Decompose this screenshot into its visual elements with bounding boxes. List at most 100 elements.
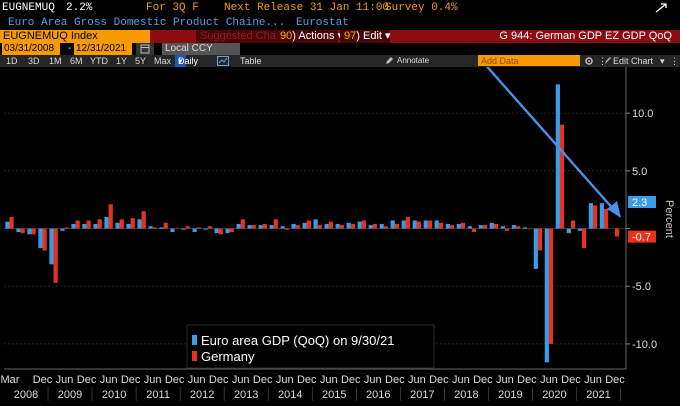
period-max[interactable]: Max xyxy=(154,56,172,66)
germany-bar xyxy=(53,228,58,283)
chart-type-icon[interactable] xyxy=(217,56,229,69)
x-tick-label: Dec xyxy=(33,374,53,386)
x-year-label: 2013 xyxy=(234,389,258,401)
settings-icon[interactable] xyxy=(584,56,594,69)
survey-value: Survey 0.4% xyxy=(385,2,458,14)
add-data-input[interactable]: Add Data xyxy=(478,55,580,66)
euro-bar xyxy=(302,222,307,229)
germany-bar xyxy=(196,227,201,229)
edit-menu[interactable]: 97) Edit ▾ xyxy=(340,30,391,43)
period-1m[interactable]: 1M xyxy=(49,56,62,66)
euro-bar xyxy=(357,221,362,229)
germany-bar xyxy=(603,208,609,229)
germany-bar xyxy=(515,226,521,229)
x-tick-label: Jun xyxy=(452,374,470,386)
germany-bar xyxy=(64,227,69,229)
suggested-charts-button[interactable]: Suggested Charts xyxy=(196,30,288,43)
germany-bar xyxy=(394,223,399,229)
euro-bar xyxy=(401,220,406,229)
x-year-label: 2016 xyxy=(366,389,390,401)
germany-bar xyxy=(559,124,565,229)
germany-bar xyxy=(163,222,168,229)
chart-toolbar: EUGNEMUQ Index Suggested Charts 90) Acti… xyxy=(0,30,680,43)
actions-number: 90 xyxy=(280,30,293,42)
germany-bar xyxy=(482,225,488,229)
germany-bar xyxy=(119,219,124,229)
edit-chart-chevron-icon[interactable]: ▾ xyxy=(660,56,665,66)
table-button[interactable]: Table xyxy=(240,56,262,66)
germany-bar xyxy=(284,228,289,230)
legend-label-euro: Euro area GDP (QoQ) on 9/30/21 xyxy=(201,333,394,348)
euro-bar xyxy=(236,223,241,229)
start-date-field[interactable]: 03/31/2008 xyxy=(2,43,60,55)
currency-select[interactable]: Local CCY xyxy=(162,43,240,55)
annotate-icon[interactable] xyxy=(385,56,394,68)
euro-bar xyxy=(49,228,54,265)
expand-icon[interactable] xyxy=(655,3,667,13)
germany-bar xyxy=(592,205,598,229)
germany-bar xyxy=(383,226,388,229)
gdp-chart: Euro area GDP (QoQ) on 9/30/21 Germany 1… xyxy=(1,0,675,401)
next-release: Next Release 31 Jan 11:00 xyxy=(224,2,390,14)
x-year-label: 2020 xyxy=(542,389,566,401)
suggested-charts-label: Suggested Charts xyxy=(200,30,289,42)
more-icon[interactable]: ⋮ xyxy=(598,56,607,66)
euro-bar xyxy=(280,226,285,229)
period-ytd[interactable]: YTD xyxy=(90,56,108,66)
description-row: Euro Area Gross Domestic Product Chaine.… xyxy=(0,16,680,30)
euro-bar xyxy=(225,228,230,234)
euro-bar xyxy=(137,219,142,229)
euro-bar xyxy=(60,228,65,231)
calendar-icon[interactable] xyxy=(136,43,154,55)
y-tick-label: 5.0 xyxy=(632,166,647,178)
euro-bar xyxy=(544,228,549,363)
germany-last-value-badge xyxy=(628,230,656,243)
period-3d[interactable]: 3D xyxy=(28,56,40,66)
euro-bar xyxy=(533,228,538,269)
x-tick-label: Dec xyxy=(385,374,405,386)
x-tick-label: Dec xyxy=(121,374,141,386)
security-header: EUGNEMUQ 2.2% For 3Q F Next Release 31 J… xyxy=(0,0,680,16)
x-year-label: 2009 xyxy=(58,389,82,401)
period-1y[interactable]: 1Y xyxy=(116,56,128,66)
euro-bar xyxy=(566,228,571,234)
euro-bar xyxy=(104,217,109,229)
actions-menu[interactable]: 90) Actions ▾ xyxy=(276,30,343,43)
x-year-label: 2012 xyxy=(190,389,214,401)
period-5y[interactable]: 5Y xyxy=(135,56,147,66)
security-field[interactable]: EUGNEMUQ Index xyxy=(0,30,150,43)
x-year-label: 2018 xyxy=(454,389,478,401)
annotate-button[interactable]: Annotate xyxy=(397,56,430,65)
x-tick-label: Dec xyxy=(561,374,581,386)
more-options-icon[interactable]: ⋮ xyxy=(670,56,679,66)
actions-label: ) xyxy=(292,30,299,42)
euro-bar xyxy=(500,226,505,229)
germany-bar xyxy=(207,226,212,229)
x-tick-label: Jun xyxy=(364,374,382,386)
x-tick-label: Jun xyxy=(320,374,338,386)
germany-bar xyxy=(328,221,333,229)
germany-bar xyxy=(405,217,411,229)
edit-chart-icon[interactable] xyxy=(604,56,612,68)
end-date-field[interactable]: 12/31/2021 xyxy=(74,43,132,55)
frequency-select[interactable]: Daily ▾ xyxy=(175,55,198,67)
euro-bar xyxy=(346,222,351,229)
euro-bar xyxy=(368,225,373,229)
euro-bar xyxy=(214,228,219,234)
period-1d[interactable]: 1D xyxy=(6,56,18,66)
germany-bar xyxy=(20,228,25,234)
germany-bar xyxy=(614,228,620,237)
period-6m[interactable]: 6M xyxy=(70,56,83,66)
edit-chart-button[interactable]: Edit Chart xyxy=(613,56,654,66)
chevron-down-icon: ▾ xyxy=(381,30,391,42)
y-tick-label: -5.0 xyxy=(632,281,651,293)
x-tick-label: Jun xyxy=(232,374,250,386)
period-bar: 1D 3D 1M 6M YTD 1Y 5Y Max Daily ▾ Table … xyxy=(0,55,680,67)
euro-bar xyxy=(489,222,494,229)
germany-bar xyxy=(416,221,422,229)
germany-bar xyxy=(449,225,455,229)
ticker-symbol[interactable]: EUGNEMUQ xyxy=(2,2,55,14)
euro-bar xyxy=(71,223,76,229)
germany-bar xyxy=(262,223,267,229)
